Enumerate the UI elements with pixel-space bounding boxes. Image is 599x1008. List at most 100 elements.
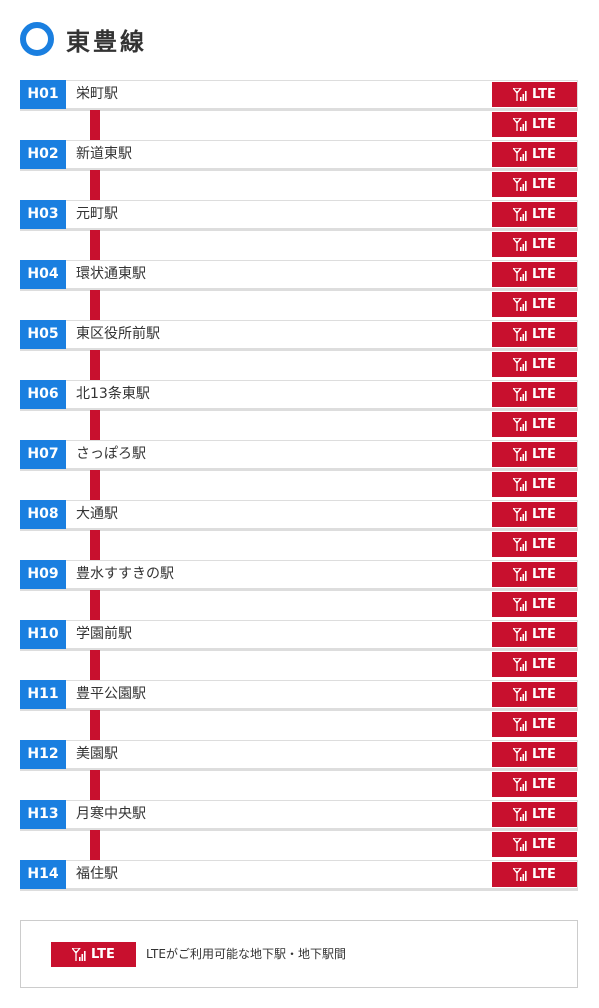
antenna-icon [513, 448, 527, 461]
station-row [20, 800, 578, 829]
line-icon [20, 22, 54, 56]
station-code: H06 [20, 380, 66, 409]
antenna-icon [513, 598, 527, 611]
lte-label: LTE [532, 207, 556, 222]
title: 東豊線 [66, 28, 147, 56]
antenna-icon [513, 658, 527, 671]
lte-badge: LTE [492, 352, 577, 377]
lte-badge: LTE [492, 142, 577, 167]
lte-badge: LTE [492, 232, 577, 257]
lte-badge: LTE [492, 82, 577, 107]
station-row [20, 440, 578, 469]
lte-badge: LTE [492, 202, 577, 227]
station-code: H14 [20, 860, 66, 889]
antenna-icon [513, 478, 527, 491]
antenna-icon [72, 948, 86, 961]
lte-label: LTE [532, 507, 556, 522]
lte-label: LTE [532, 267, 556, 282]
lte-badge: LTE [492, 772, 577, 797]
antenna-icon [513, 118, 527, 131]
track-segment [90, 710, 100, 740]
track-segment [90, 290, 100, 320]
antenna-icon [513, 718, 527, 731]
lte-label: LTE [532, 717, 556, 732]
station-name: 栄町駅 [76, 86, 118, 102]
lte-badge: LTE [492, 472, 577, 497]
antenna-icon [513, 808, 527, 821]
lte-badge: LTE [492, 112, 577, 137]
track-segment [90, 470, 100, 500]
lte-label: LTE [532, 357, 556, 372]
lte-label: LTE [532, 627, 556, 642]
station-name: 福住駅 [76, 866, 118, 882]
lte-label: LTE [532, 657, 556, 672]
lte-badge: LTE [492, 382, 577, 407]
station-row [20, 320, 578, 349]
lte-label: LTE [532, 807, 556, 822]
lte-label: LTE [532, 777, 556, 792]
antenna-icon [513, 568, 527, 581]
lte-badge: LTE [492, 592, 577, 617]
lte-label: LTE [532, 297, 556, 312]
station-row [20, 560, 578, 589]
lte-label: LTE [532, 147, 556, 162]
lte-badge: LTE [492, 502, 577, 527]
lte-label: LTE [532, 747, 556, 762]
track-segment [90, 350, 100, 380]
track-segment [90, 530, 100, 560]
antenna-icon [513, 358, 527, 371]
lte-label: LTE [532, 687, 556, 702]
station-row [20, 500, 578, 529]
lte-badge: LTE [492, 802, 577, 827]
track-segment [90, 170, 100, 200]
station-row [20, 80, 578, 109]
station-name: 北13条東駅 [76, 386, 150, 402]
lte-badge: LTE [492, 712, 577, 737]
lte-label: LTE [532, 867, 556, 882]
station-code: H04 [20, 260, 66, 289]
antenna-icon [513, 298, 527, 311]
lte-badge: LTE [492, 832, 577, 857]
antenna-icon [513, 538, 527, 551]
lte-label: LTE [532, 567, 556, 582]
station-code: H12 [20, 740, 66, 769]
station-code: H01 [20, 80, 66, 109]
antenna-icon [513, 748, 527, 761]
station-name: 環状通東駅 [76, 266, 146, 282]
track-segment [90, 770, 100, 800]
lte-badge: LTE [492, 442, 577, 467]
antenna-icon [513, 178, 527, 191]
lte-badge: LTE [492, 562, 577, 587]
antenna-icon [513, 328, 527, 341]
antenna-icon [513, 268, 527, 281]
lte-label: LTE [532, 117, 556, 132]
station-code: H03 [20, 200, 66, 229]
lte-badge: LTE [492, 322, 577, 347]
antenna-icon [513, 238, 527, 251]
station-code: H08 [20, 500, 66, 529]
lte-badge: LTE [492, 412, 577, 437]
station-row [20, 680, 578, 709]
lte-badge: LTE [492, 652, 577, 677]
track-segment [90, 830, 100, 860]
station-name: 月寒中央駅 [76, 806, 146, 822]
lte-badge: LTE [492, 262, 577, 287]
station-code: H11 [20, 680, 66, 709]
station-code: H02 [20, 140, 66, 169]
antenna-icon [513, 208, 527, 221]
station-row [20, 740, 578, 769]
antenna-icon [513, 688, 527, 701]
lte-badge: LTE [492, 862, 577, 887]
station-row [20, 200, 578, 229]
lte-label: LTE [532, 597, 556, 612]
station-row [20, 380, 578, 409]
lte-badge: LTE [492, 172, 577, 197]
station-row [20, 860, 578, 889]
lte-label: LTE [532, 327, 556, 342]
antenna-icon [513, 418, 527, 431]
antenna-icon [513, 778, 527, 791]
legend-box [20, 920, 578, 988]
antenna-icon [513, 148, 527, 161]
track-segment [90, 410, 100, 440]
